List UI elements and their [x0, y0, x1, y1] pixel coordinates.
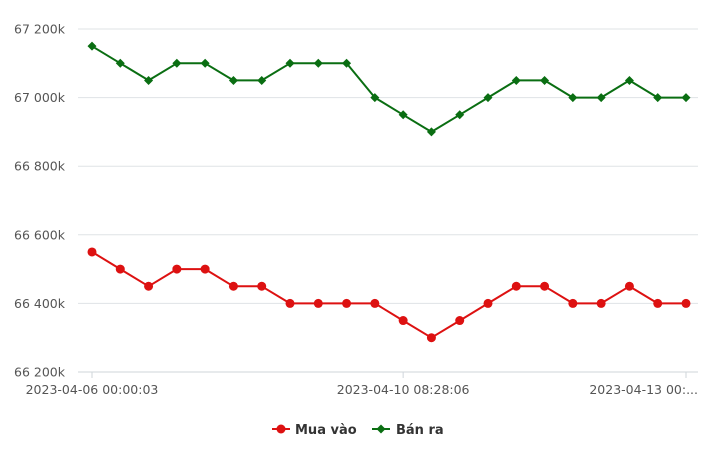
data-point[interactable] — [455, 110, 465, 120]
data-point[interactable] — [228, 75, 238, 85]
data-point[interactable] — [681, 93, 691, 103]
legend[interactable]: Mua vào Bán ra — [272, 423, 444, 438]
data-point[interactable] — [398, 316, 408, 326]
y-axis-ticks: 66 200k 66 400k 66 600k 66 800k 67 000k 67 20… — [14, 22, 66, 380]
data-point[interactable] — [426, 333, 436, 343]
data-point[interactable] — [200, 264, 210, 274]
data-point[interactable] — [87, 41, 97, 51]
y-tick-label: 67 200k — [14, 22, 66, 37]
x-tick-label: 2023-04-13 00:... — [589, 382, 698, 397]
data-point[interactable] — [257, 281, 267, 291]
data-point[interactable] — [624, 281, 634, 291]
series-line — [91, 45, 686, 133]
data-point[interactable] — [200, 58, 210, 68]
data-point[interactable] — [398, 110, 408, 120]
y-tick-label: 66 200k — [14, 365, 66, 380]
data-point[interactable] — [115, 264, 125, 274]
data-point[interactable] — [313, 298, 323, 308]
data-point[interactable] — [596, 93, 606, 103]
data-point[interactable] — [172, 264, 182, 274]
legend-label: Bán ra — [396, 423, 444, 438]
x-tick-label: 2023-04-10 08:28:06 — [337, 382, 470, 397]
legend-item-mua-vao[interactable]: Mua vào — [272, 423, 357, 438]
data-point[interactable] — [172, 58, 182, 68]
data-point[interactable] — [144, 75, 154, 85]
data-point[interactable] — [370, 93, 380, 103]
legend-marker — [276, 424, 286, 434]
data-point[interactable] — [568, 298, 578, 308]
y-tick-label: 66 400k — [14, 296, 66, 311]
data-point[interactable] — [257, 75, 267, 85]
x-tick-label: 2023-04-06 00:00:03 — [26, 382, 159, 397]
data-point[interactable] — [483, 298, 493, 308]
data-point[interactable] — [285, 298, 295, 308]
data-point[interactable] — [342, 58, 352, 68]
legend-item-ban-ra[interactable]: Bán ra — [372, 423, 444, 438]
data-point[interactable] — [540, 75, 550, 85]
data-point[interactable] — [511, 75, 521, 85]
series-line — [91, 251, 686, 339]
y-tick-label: 66 600k — [14, 227, 66, 242]
series-mua-vao — [87, 247, 691, 343]
data-point[interactable] — [653, 93, 663, 103]
data-point[interactable] — [624, 75, 634, 85]
data-point[interactable] — [87, 247, 97, 257]
data-point[interactable] — [115, 58, 125, 68]
data-point[interactable] — [511, 281, 521, 291]
data-point[interactable] — [568, 93, 578, 103]
series-ban-ra — [87, 41, 691, 137]
data-point[interactable] — [144, 281, 154, 291]
data-point[interactable] — [596, 298, 606, 308]
data-point[interactable] — [455, 316, 465, 326]
data-point[interactable] — [653, 298, 663, 308]
y-tick-label: 67 000k — [14, 90, 66, 105]
x-axis-ticks: 2023-04-06 00:00:03 2023-04-10 08:28:06 20… — [26, 372, 698, 397]
data-point[interactable] — [483, 93, 493, 103]
data-point[interactable] — [370, 298, 380, 308]
data-point[interactable] — [313, 58, 323, 68]
data-point[interactable] — [342, 298, 352, 308]
y-tick-label: 66 800k — [14, 159, 66, 174]
data-point[interactable] — [426, 127, 436, 137]
series-layer — [87, 41, 691, 343]
data-point[interactable] — [228, 281, 238, 291]
grid-lines — [78, 28, 698, 373]
legend-marker — [376, 424, 386, 434]
data-point[interactable] — [540, 281, 550, 291]
data-point[interactable] — [285, 58, 295, 68]
data-point[interactable] — [681, 298, 691, 308]
legend-label: Mua vào — [295, 423, 357, 438]
